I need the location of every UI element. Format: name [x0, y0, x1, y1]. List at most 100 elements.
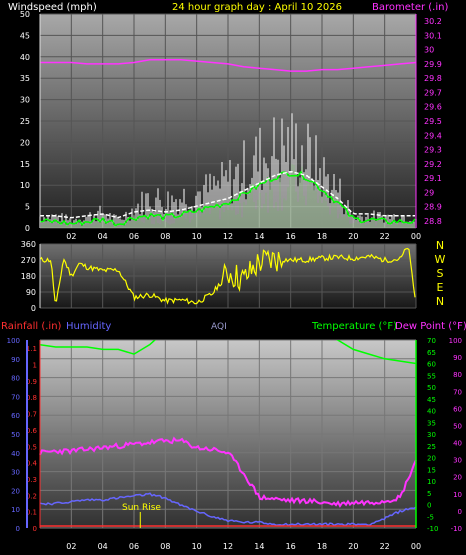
- wind-x-tick-label: 02: [66, 232, 76, 241]
- rain-y-tick-label: 1: [33, 362, 37, 370]
- humidity-y-tick-label: 50: [11, 431, 20, 439]
- dew-y-tick-label: -10: [451, 525, 462, 533]
- temp-y-tick-label: 65: [427, 349, 436, 357]
- wind-x-tick-label: 06: [129, 232, 139, 241]
- temperature-line: [40, 340, 416, 365]
- temp-y-tick-label: 50: [427, 384, 436, 392]
- wind-x-tick-label: 00: [411, 232, 421, 241]
- dew-y-tick-label: 40: [453, 440, 462, 448]
- rain-y-tick-label: 0.6: [26, 427, 38, 435]
- wind-x-tick-label: 20: [348, 232, 358, 241]
- baro-y-tick-label: 28.9: [424, 203, 442, 212]
- humidity-line: [39, 492, 417, 527]
- rain-y-tick-label: 0.9: [26, 378, 37, 386]
- low-x-tick-label: 10: [192, 542, 202, 551]
- wind-y-tick-label: 20: [20, 138, 30, 147]
- dir-y-tick-label: 270: [21, 256, 36, 265]
- wind-x-tick-label: 16: [286, 232, 296, 241]
- rain-y-tick-label: 0.1: [26, 509, 37, 517]
- temp-y-tick-label: 60: [427, 361, 436, 369]
- humidity-y-tick-label: 90: [11, 356, 20, 364]
- dewpoint-line: [39, 436, 417, 508]
- dew-y-tick-label: 100: [449, 337, 462, 345]
- dew-y-tick-label: 70: [453, 388, 462, 396]
- rain-y-tick-label: 0.3: [26, 476, 37, 484]
- barometer-axis-title: Barometer (.in): [372, 2, 448, 13]
- wind-y-tick-label: 40: [20, 53, 30, 62]
- humidity-y-tick-label: 100: [7, 337, 20, 345]
- rain-y-tick-label: 0.2: [26, 492, 37, 500]
- wind-y-tick-label: 50: [20, 10, 30, 19]
- wind-speed-line: [40, 171, 415, 219]
- temp-y-tick-label: 35: [427, 419, 436, 427]
- rain-y-tick-label: 0.4: [26, 460, 38, 468]
- temp-y-tick-label: 15: [427, 466, 436, 474]
- wind-x-tick-label: 18: [317, 232, 327, 241]
- compass-label: N: [436, 295, 444, 308]
- barometer-line: [40, 58, 417, 72]
- dew-y-tick-label: 60: [453, 405, 462, 413]
- compass-label: N: [436, 239, 444, 252]
- humidity-y-tick-label: 80: [11, 375, 20, 383]
- low-x-tick-label: 04: [98, 542, 108, 551]
- low-x-tick-label: 20: [348, 542, 358, 551]
- wind-y-tick-label: 30: [20, 96, 30, 105]
- dew-y-tick-label: 20: [453, 474, 462, 482]
- humidity-y-tick-label: 60: [11, 412, 20, 420]
- temp-y-tick-label: 70: [427, 337, 436, 345]
- wind-y-tick-label: 45: [20, 31, 30, 40]
- baro-y-tick-label: 30.1: [424, 31, 442, 40]
- wind-y-tick-label: 25: [20, 117, 30, 126]
- temp-y-tick-label: 45: [427, 396, 436, 404]
- wind-y-tick-label: 5: [25, 203, 30, 212]
- wind-y-tick-label: 35: [20, 74, 30, 83]
- dew-y-tick-label: 80: [453, 371, 462, 379]
- dew-y-tick-label: 90: [453, 354, 462, 362]
- low-x-tick-label: 08: [160, 542, 170, 551]
- low-x-tick-label: 00: [411, 542, 421, 551]
- baro-y-tick-label: 28.8: [424, 217, 442, 226]
- temp-y-tick-label: 30: [427, 431, 436, 439]
- compass-label: S: [437, 267, 444, 280]
- low-x-tick-label: 22: [380, 542, 390, 551]
- low-x-tick-label: 12: [223, 542, 233, 551]
- dew-y-tick-label: 50: [453, 422, 462, 430]
- baro-y-tick-label: 29: [424, 188, 434, 197]
- wind-x-tick-label: 12: [223, 232, 233, 241]
- windspeed-axis-title: Windspeed (mph): [8, 2, 97, 13]
- low-x-tick-label: 02: [66, 542, 76, 551]
- dew-y-tick-label: 30: [453, 457, 462, 465]
- temp-y-tick-label: 55: [427, 372, 436, 380]
- aqi-axis-title: AQI: [211, 322, 227, 332]
- low-x-tick-label: 06: [129, 542, 139, 551]
- baro-y-tick-label: 29.4: [424, 131, 442, 140]
- baro-y-tick-label: 29.1: [424, 174, 442, 183]
- sunrise-label: Sun Rise: [122, 503, 161, 513]
- baro-y-tick-label: 29.8: [424, 74, 442, 83]
- rain-y-tick-label: 0.5: [26, 443, 37, 451]
- humidity-y-tick-label: 70: [11, 393, 20, 401]
- dew-y-tick-label: 0: [458, 508, 462, 516]
- graph-title: 24 hour graph day : April 10 2026: [172, 2, 342, 13]
- temp-y-tick-label: -10: [427, 525, 438, 533]
- wind-x-tick-label: 10: [192, 232, 202, 241]
- humidity-y-tick-label: 20: [11, 487, 20, 495]
- wind-y-tick-label: 10: [20, 181, 30, 190]
- wind-x-tick-label: 04: [98, 232, 108, 241]
- baro-y-tick-label: 29.5: [424, 117, 442, 126]
- baro-y-tick-label: 29.6: [424, 103, 442, 112]
- humidity-y-tick-label: 10: [11, 506, 20, 514]
- low-x-tick-label: 16: [286, 542, 296, 551]
- dir-y-tick-label: 360: [21, 240, 36, 249]
- humidity-y-tick-label: 0: [16, 525, 20, 533]
- temp-y-tick-label: -5: [427, 513, 434, 521]
- rain-y-tick-label: 0.8: [26, 394, 37, 402]
- temp-y-tick-label: 25: [427, 443, 436, 451]
- humidity-axis-title: Humidity: [66, 321, 111, 332]
- wind-direction-line: [39, 247, 416, 305]
- wind-y-tick-label: 15: [20, 160, 30, 169]
- temp-y-tick-label: 5: [427, 490, 431, 498]
- wind-average-line: [39, 170, 416, 227]
